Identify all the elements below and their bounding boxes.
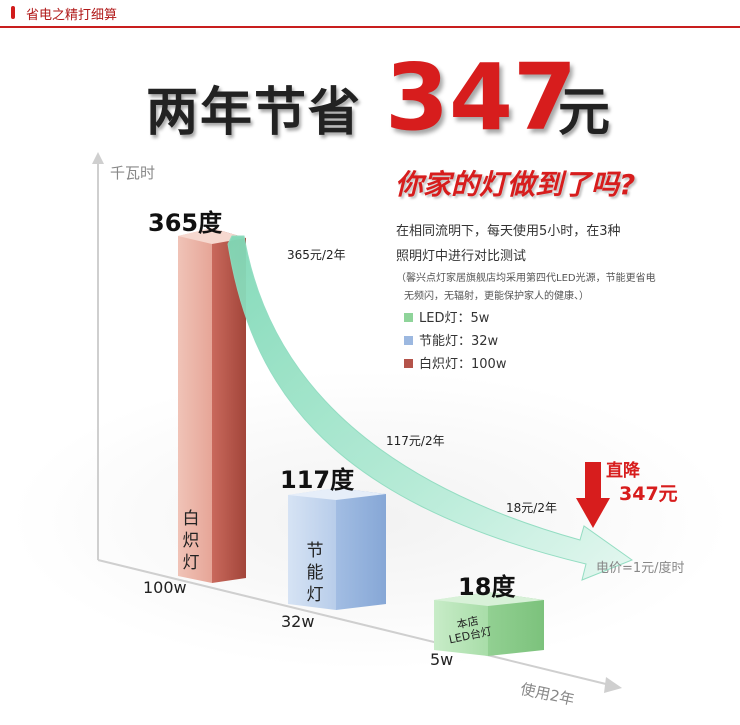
legend-item-incandescent: 白炽灯：100w [404, 353, 506, 372]
y-axis-arrow [92, 152, 104, 164]
legend-swatch-incandescent [404, 359, 413, 368]
question-title: 你家的灯做到了吗? [395, 168, 636, 201]
cost-label-incandescent: 365元/2年 [287, 248, 346, 262]
bar-cfl [288, 488, 386, 610]
headline-unit: 元 [558, 83, 611, 143]
description-note-1: （馨兴点灯家居旗舰店均采用第四代LED光源，节能更省电 [396, 273, 656, 284]
description-note-2: 无频闪，无辐射，更能保护家人的健康、） [404, 291, 589, 302]
price-note: 电价=1元/度时 [596, 561, 685, 576]
headline-prefix: 两年节省 [146, 83, 363, 143]
headline: 两年节省 347 元 [0, 40, 740, 151]
legend-label-incandescent: 白炽灯：100w [419, 357, 507, 372]
legend-item-cfl: 节能灯：32w [404, 330, 498, 349]
drop-label-amount: 347元 [619, 483, 678, 505]
watt-label-cfl: 32w [281, 612, 315, 631]
value-label-incandescent: 365度 [148, 209, 223, 237]
legend-label-led: LED灯：5w [419, 311, 490, 326]
drop-label-line-1: 直降 [606, 461, 640, 481]
watt-label-incandescent: 100w [143, 578, 187, 597]
cost-label-cfl: 117元/2年 [386, 434, 445, 448]
y-axis-label: 千瓦时 [110, 164, 156, 182]
bar-led [434, 592, 544, 656]
bar-name-cfl: 节能灯 [306, 541, 324, 605]
legend-swatch-led [404, 313, 413, 322]
x-axis-arrow [604, 677, 622, 693]
headline-amount: 347 [385, 44, 578, 151]
legend-item-led: LED灯：5w [404, 307, 489, 326]
header-marker [11, 6, 15, 19]
value-label-led: 18度 [458, 573, 516, 601]
section-header: 省电之精打细算 [0, 0, 740, 28]
cost-label-led: 18元/2年 [506, 501, 557, 515]
section-title: 省电之精打细算 [26, 8, 118, 23]
trend-arrow [227, 235, 634, 581]
bar-incandescent [178, 228, 246, 583]
legend-swatch-cfl [404, 336, 413, 345]
value-label-cfl: 117度 [280, 466, 355, 494]
description-line-2: 照明灯中进行对比测试 [396, 249, 527, 264]
drop-arrow-icon [576, 462, 610, 528]
watt-label-led: 5w [430, 650, 454, 669]
description-line-1: 在相同流明下，每天使用5小时，在3种 [396, 224, 621, 239]
legend-label-cfl: 节能灯：32w [419, 334, 499, 349]
bar-name-incandescent: 白炽灯 [182, 509, 200, 573]
x-axis [97, 559, 611, 686]
